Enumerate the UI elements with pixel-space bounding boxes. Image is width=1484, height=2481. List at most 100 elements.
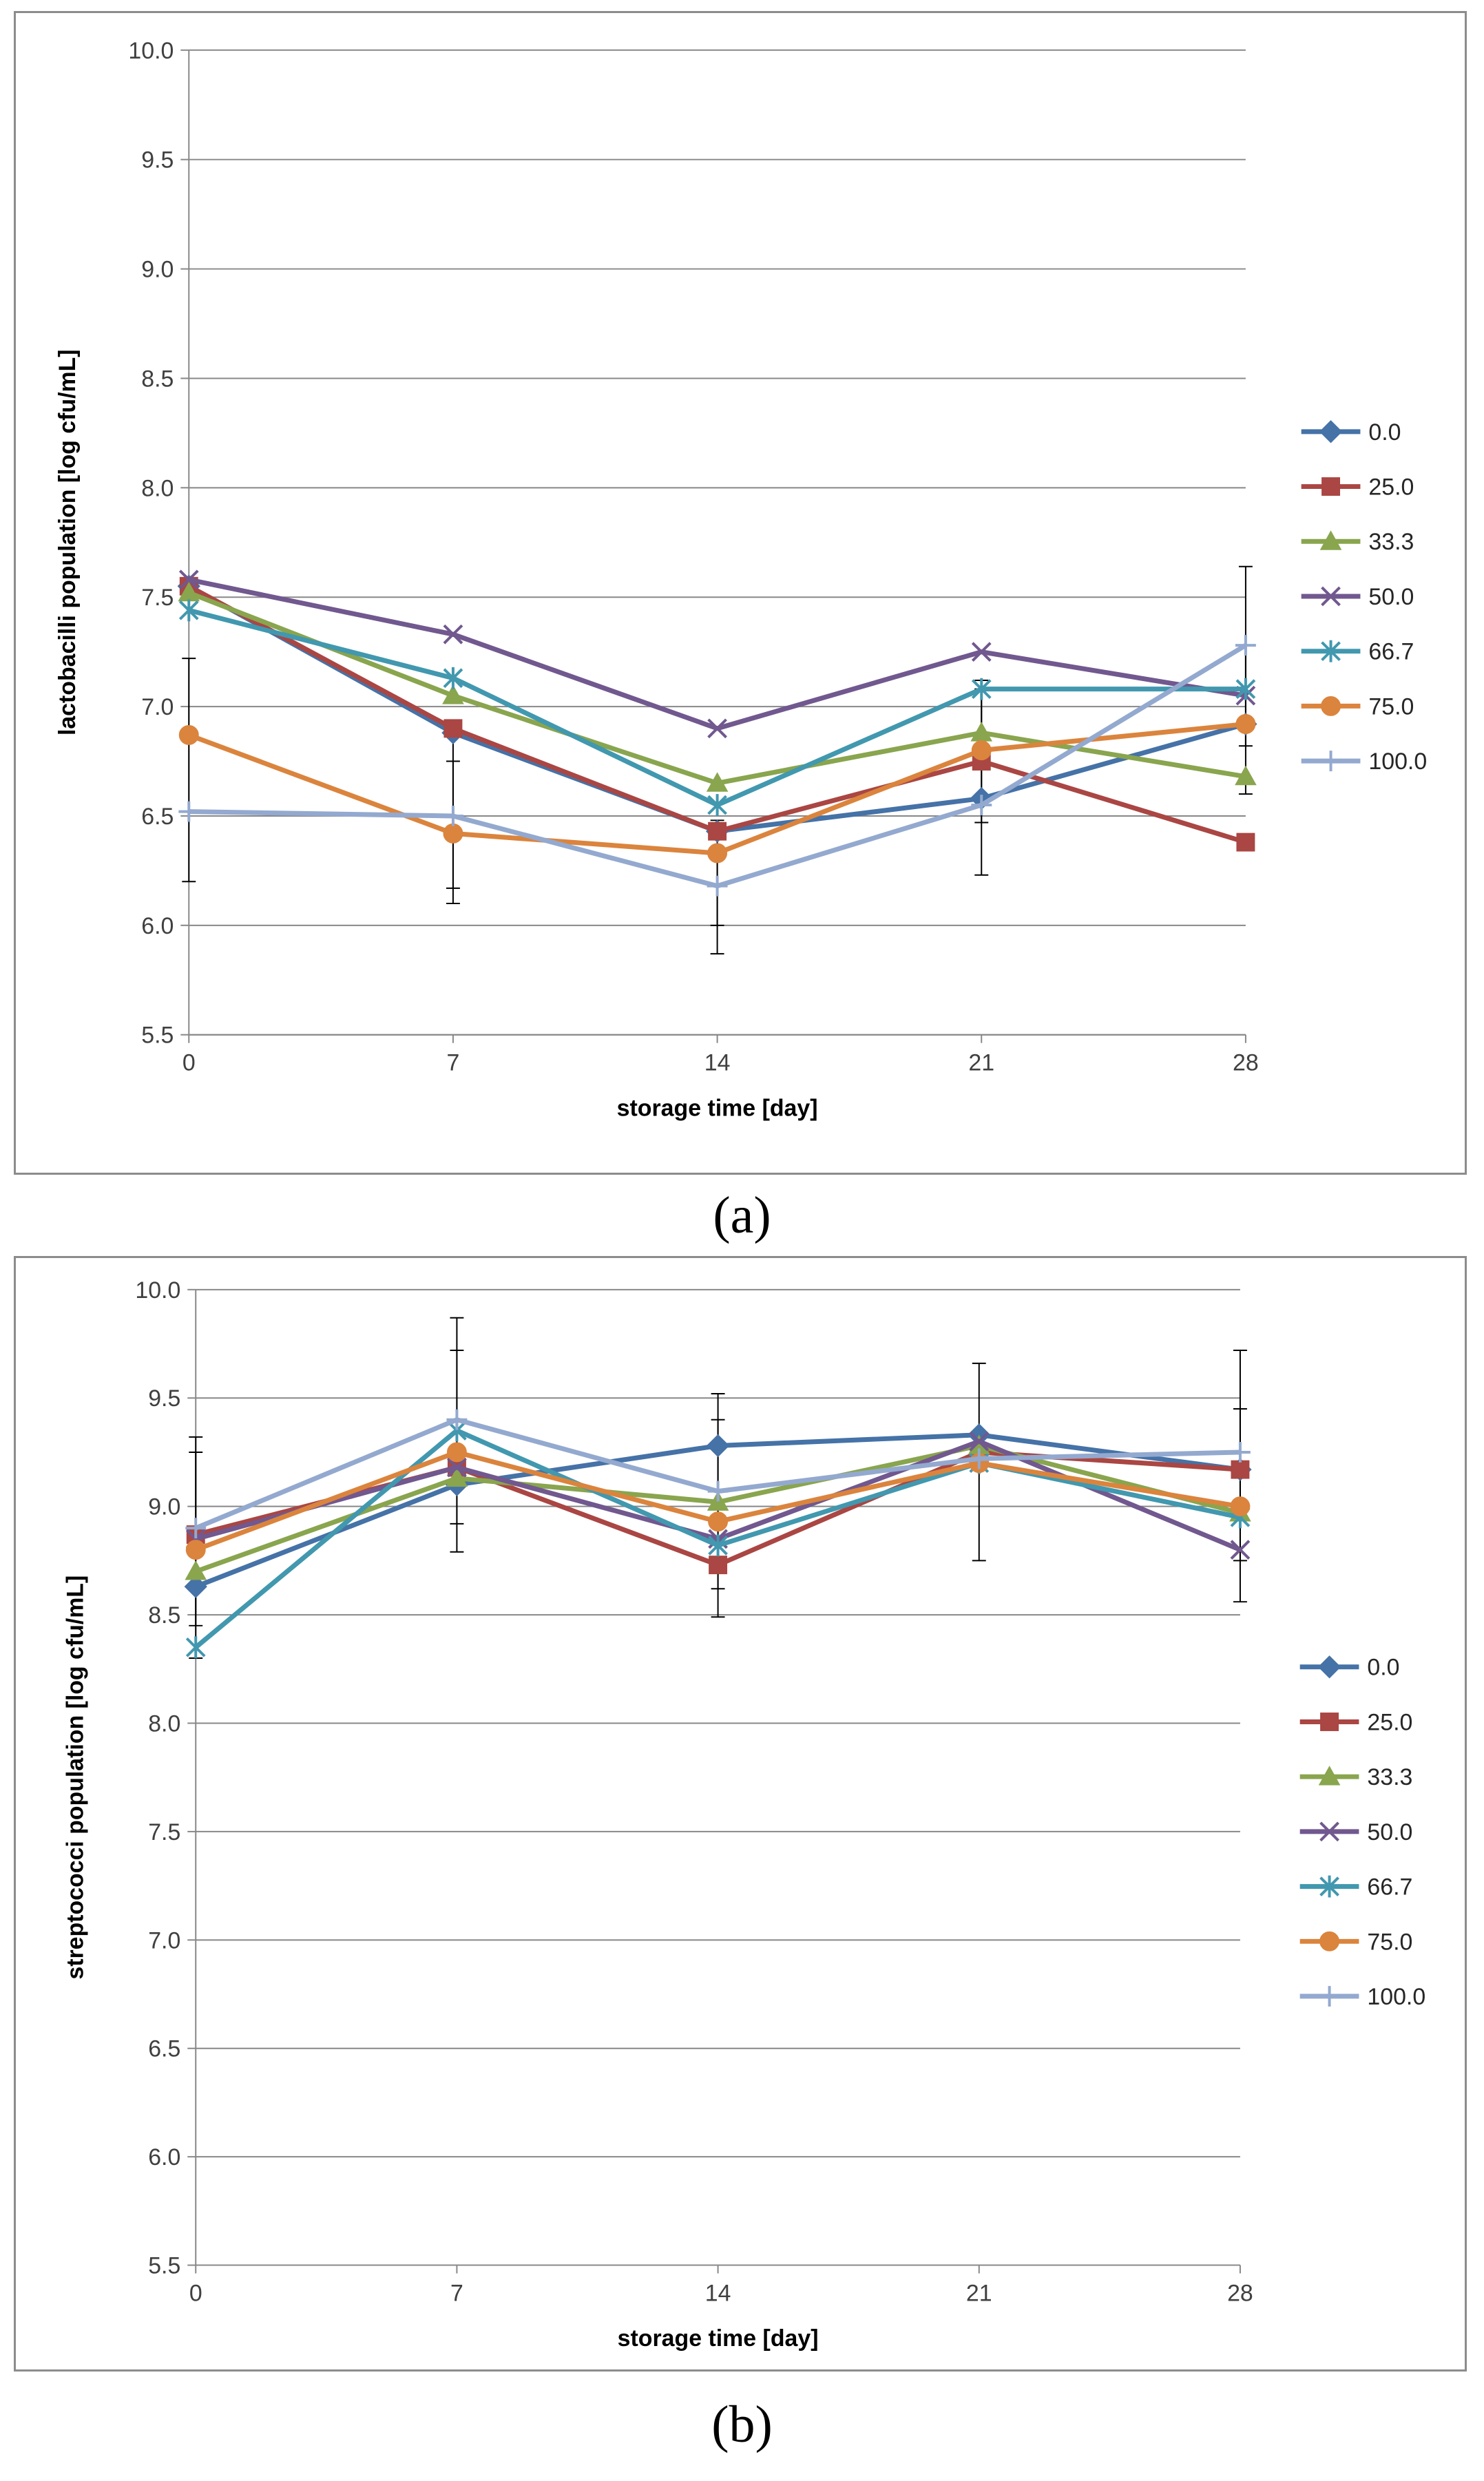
chart-a-series-33-3 [178, 581, 1257, 792]
chart-a-legend-item-33-3: 33.3 [1301, 529, 1414, 555]
chart-b-x-tick-label: 21 [966, 2280, 992, 2306]
chart-b-legend-marker-50-0 [1319, 1821, 1339, 1842]
chart-b-y-tick-label: 8.0 [148, 1710, 180, 1737]
chart-b-legend-label-100-0: 100.0 [1367, 1984, 1425, 2010]
chart-a-series-75-0 [178, 714, 1256, 863]
chart-b-y-tick-label: 7.0 [148, 1927, 180, 1954]
chart-a-legend-marker-66-7 [1321, 640, 1341, 662]
chart-b-legend-item-100-0: 100.0 [1299, 1984, 1425, 2010]
chart-a-y-tick-label: 7.0 [141, 694, 174, 720]
chart-b-y-tick-label: 7.5 [148, 1819, 180, 1845]
chart-b-legend-marker-25-0 [1320, 1713, 1339, 1731]
chart-b-legend-label-66-7: 66.7 [1367, 1874, 1412, 1901]
chart-a-error-bar [182, 658, 196, 883]
chart-a-series-75-0-point [707, 843, 728, 863]
chart-b-legend-label-33-3: 33.3 [1367, 1764, 1412, 1790]
chart-b-series-100-0-point [707, 1480, 729, 1502]
chart-b-legend-marker-75-0 [1319, 1931, 1340, 1951]
chart-a-legend-marker-50-0 [1321, 586, 1341, 607]
chart-b-error-bar [1233, 1407, 1247, 1562]
chart-b-series-0-0-point [184, 1575, 207, 1598]
chart-b-x-axis-title: storage time [day] [618, 2325, 819, 2352]
chart-a-series-50-0-point [707, 718, 727, 739]
chart-a-series-50-0-point [178, 569, 199, 590]
chart-a-legend-label-0-0: 0.0 [1368, 419, 1401, 446]
chart-a-series-66-7-point [971, 678, 992, 700]
chart-b-legend-item-50-0: 50.0 [1299, 1819, 1412, 1845]
chart-b-series-100-0-point [968, 1448, 990, 1469]
chart-b-series-50-0-point [447, 1457, 467, 1478]
chart-a-series-50-0-point [971, 642, 992, 662]
chart-a-legend-marker-25-0 [1321, 477, 1341, 496]
chart-b-legend-marker-0-0 [1317, 1655, 1341, 1679]
chart-a-series-50-0-point [443, 624, 463, 645]
chart-a-series-25-0-point [1236, 833, 1255, 852]
chart-a-series-100-0 [178, 635, 1256, 897]
chart-a-series-33-3-point [1235, 765, 1257, 786]
chart-a-legend-label-100-0: 100.0 [1368, 749, 1427, 775]
chart-a-legend-marker-33-3 [1319, 530, 1342, 550]
chart-b-x-tick-label: 14 [705, 2280, 731, 2306]
caption-a: (a) [713, 1186, 771, 1244]
chart-b-x-tick-label: 0 [189, 2280, 202, 2306]
chart-a-x-tick-label: 21 [968, 1050, 994, 1076]
chart-b-series-75-0-point [1230, 1496, 1251, 1517]
chart-b-y-tick-label: 8.5 [148, 1602, 180, 1629]
chart-a-legend-label-75-0: 75.0 [1368, 693, 1414, 720]
chart-b-legend-item-25-0: 25.0 [1299, 1709, 1412, 1735]
chart-b-legend-item-66-7: 66.7 [1299, 1874, 1412, 1901]
chart-b-series-66-7-point [185, 1636, 206, 1659]
chart-b-y-tick-label: 6.0 [148, 2144, 180, 2170]
chart-b-series-100-0 [185, 1409, 1251, 1539]
chart-a-series-25-0-point [443, 719, 463, 738]
chart-a-series-75-0-point [971, 740, 992, 761]
chart-b-legend-marker-66-7 [1319, 1875, 1339, 1898]
chart-b-series-100-0-point [446, 1409, 468, 1430]
chart-b-x-tick-label: 7 [450, 2280, 463, 2306]
chart-b-legend-label-0-0: 0.0 [1367, 1655, 1399, 1681]
chart-a-y-tick-label: 7.5 [141, 585, 174, 611]
chart-b-x-tick-label: 28 [1227, 2280, 1253, 2306]
chart-a-series-66-7-point [443, 667, 463, 689]
chart-a-svg: 5.5 6.0 6.5 7.0 7.5 8.0 8.5 9.0 9.5 10.0 0 7 14 21 28 s… [54, 38, 1427, 1122]
chart-a-y-tick-label: 9.5 [141, 147, 174, 174]
chart-a-y-tick-label: 8.0 [141, 475, 174, 501]
chart-b-y-tick-label: 9.0 [148, 1494, 180, 1520]
chart-a-legend-item-75-0: 75.0 [1301, 693, 1414, 720]
chart-a-series-25-0-point [708, 821, 727, 841]
chart-a-x-tick-label: 28 [1233, 1050, 1259, 1076]
chart-b-y-tick-label: 10.0 [135, 1277, 180, 1304]
chart-a-x-tick-label: 0 [182, 1050, 196, 1076]
chart-a-y-tick-label: 6.5 [141, 804, 174, 830]
chart-a-legend-label-50-0: 50.0 [1368, 584, 1414, 610]
chart-a-legend-item-25-0: 25.0 [1301, 474, 1414, 501]
chart-b-series-100-0-point [185, 1518, 207, 1539]
chart-a-series-66-7 [178, 599, 1256, 817]
chart-a-x-tick-label: 14 [704, 1050, 731, 1076]
chart-b-legend: 0.0 25.0 33.3 50.0 66.7 75.0 100.0 [1299, 1655, 1425, 2010]
chart-a-legend: 0.0 25.0 33.3 50.0 66.7 75.0 100.0 [1301, 419, 1427, 775]
chart-b-legend-item-33-3: 33.3 [1299, 1764, 1412, 1790]
chart-b-series-100-0-point [1229, 1442, 1251, 1463]
chart-b-legend-item-0-0: 0.0 [1299, 1655, 1400, 1681]
chart-a-legend-label-25-0: 25.0 [1368, 474, 1414, 501]
chart-b-series-33-3-point [185, 1560, 207, 1580]
chart-b-y-tick-label: 6.5 [148, 2036, 180, 2062]
chart-b-legend-marker-33-3 [1318, 1766, 1341, 1786]
caption-b: (b) [711, 2396, 773, 2453]
chart-a-y-axis-title: lactobacilli population [log cfu/mL] [54, 349, 81, 735]
chart-a-series-75-0-point [178, 724, 199, 745]
chart-a-series-100-0-point [442, 806, 463, 826]
chart-b-grid [187, 1288, 1240, 2266]
chart-a-series-66-7-point [178, 599, 199, 622]
chart-a-series-75-0-point [1235, 714, 1256, 734]
chart-b-y-tick-label: 5.5 [148, 2253, 180, 2279]
chart-a-x-axis-title: storage time [day] [617, 1095, 818, 1121]
chart-b-series-33-3-point [446, 1467, 468, 1487]
chart-a-series-75-0-point [443, 823, 463, 844]
chart-a-series-66-7-point [1235, 678, 1256, 700]
chart-b-y-tick-label: 9.5 [148, 1385, 180, 1412]
chart-b-svg: 5.5 6.0 6.5 7.0 7.5 8.0 8.5 9.0 9.5 10.0 0 7 14 21 28 s… [63, 1277, 1426, 2352]
chart-b-legend-item-75-0: 75.0 [1299, 1929, 1412, 1955]
chart-panel-a: 5.5 6.0 6.5 7.0 7.5 8.0 8.5 9.0 9.5 10.0 0 7 14 21 28 s… [14, 11, 1467, 1175]
